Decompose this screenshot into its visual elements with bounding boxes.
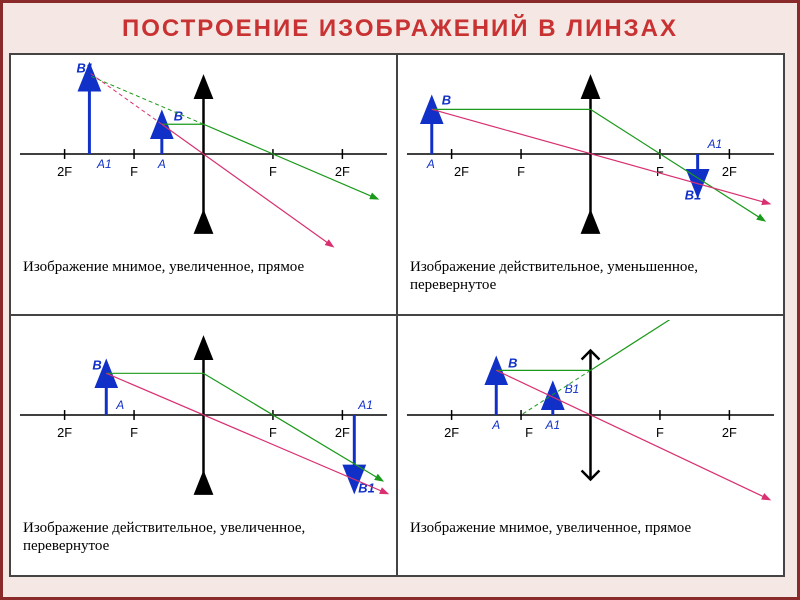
diagram-svg-tr: 2F F F 2F B A A1 B1	[402, 59, 779, 249]
diagram-grid: 2F F F 2F B A B1 A1	[9, 53, 785, 577]
label-F-left: F	[525, 425, 533, 440]
label-B: B	[174, 108, 183, 123]
label-B: B	[442, 92, 451, 107]
caption-tr: Изображение действительное, уменьшенное,…	[402, 254, 779, 298]
label-F-right: F	[656, 425, 664, 440]
label-B: B	[92, 357, 101, 372]
label-2F-right: 2F	[335, 425, 350, 440]
label-A: A	[157, 157, 166, 171]
panel-bottom-left: 2F F F 2F B A A1 B1 Изображение действит…	[10, 315, 397, 576]
label-2F-right: 2F	[722, 425, 737, 440]
label-A: A	[491, 418, 500, 432]
diagram-svg-br: 2F F F 2F B A B1 A1	[402, 320, 779, 510]
label-F-right: F	[269, 425, 277, 440]
label-2F-right: 2F	[722, 164, 737, 179]
caption-br: Изображение мнимое, увеличенное, прямое	[402, 515, 779, 541]
label-A1: A1	[707, 137, 723, 151]
label-2F-right: 2F	[335, 164, 350, 179]
outer-frame: ПОСТРОЕНИЕ ИЗОБРАЖЕНИЙ В ЛИНЗАХ 2F	[0, 0, 800, 600]
label-B: B	[508, 355, 517, 370]
diagram-svg-bl: 2F F F 2F B A A1 B1	[15, 320, 392, 510]
label-B1: B1	[565, 382, 580, 396]
label-F-left: F	[130, 164, 138, 179]
label-F-right: F	[269, 164, 277, 179]
label-A1: A1	[545, 418, 561, 432]
label-A1: A1	[357, 398, 373, 412]
label-F-left: F	[517, 164, 525, 179]
label-B1: B1	[77, 61, 93, 76]
label-2F-left: 2F	[57, 425, 72, 440]
caption-tl: Изображение мнимое, увеличенное, прямое	[15, 254, 392, 280]
panel-bottom-right: 2F F F 2F B A B1 A1	[397, 315, 784, 576]
panel-top-left: 2F F F 2F B A B1 A1	[10, 54, 397, 315]
label-A: A	[426, 157, 435, 171]
label-A: A	[115, 398, 124, 412]
caption-bl: Изображение действительное, увеличенное,…	[15, 515, 392, 559]
diagram-svg-tl: 2F F F 2F B A B1 A1	[15, 59, 392, 249]
page-title: ПОСТРОЕНИЕ ИЗОБРАЖЕНИЙ В ЛИНЗАХ	[9, 15, 791, 43]
label-A1: A1	[96, 157, 112, 171]
label-2F-left: 2F	[444, 425, 459, 440]
panel-top-right: 2F F F 2F B A A1 B1 Изображение действит…	[397, 54, 784, 315]
label-2F-left: 2F	[454, 164, 469, 179]
label-B1: B1	[685, 188, 701, 203]
label-2F-left: 2F	[57, 164, 72, 179]
label-F-left: F	[130, 425, 138, 440]
label-F-right: F	[656, 164, 664, 179]
